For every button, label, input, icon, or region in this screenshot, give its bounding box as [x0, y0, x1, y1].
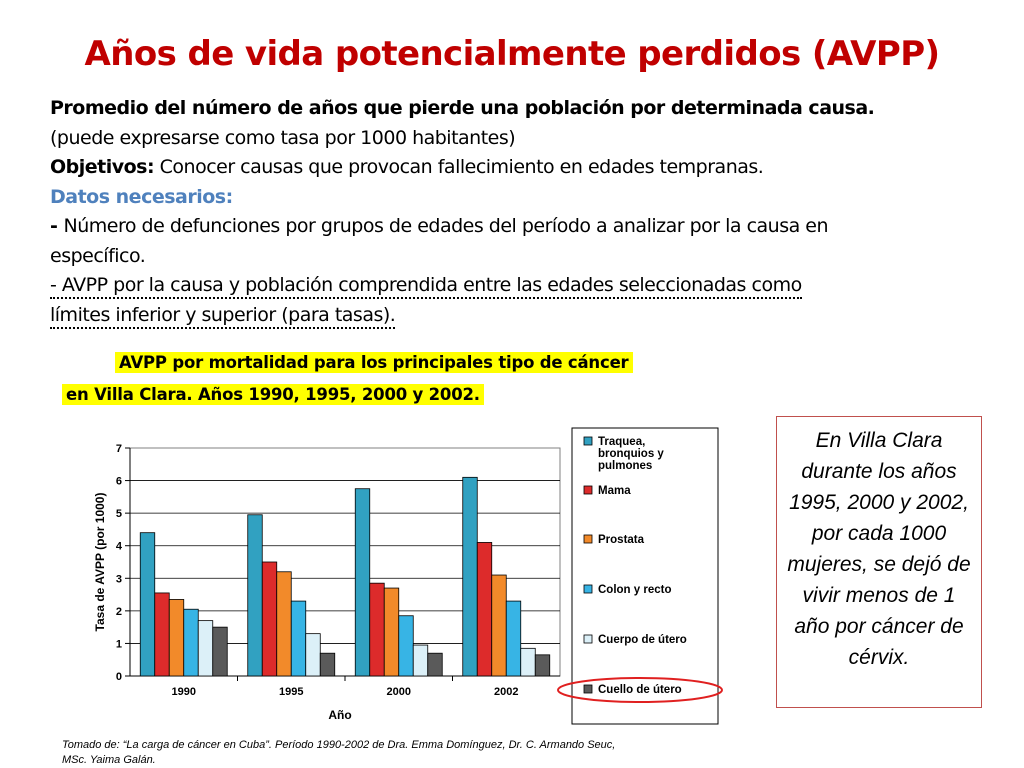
legend-label: pulmones [598, 460, 652, 472]
rate-note-text: (puede expresarse como tasa por 1000 hab… [50, 126, 516, 149]
y-tick-label: 3 [116, 573, 122, 585]
y-axis-title: Tasa de AVPP (por 1000) [93, 493, 107, 632]
source-line2: MSc. Yaima Galán. [62, 754, 156, 766]
y-tick-label: 4 [116, 541, 123, 553]
y-tick-label: 1 [116, 638, 122, 650]
bar [183, 608, 199, 677]
bar [276, 571, 292, 677]
x-tick-label: 1990 [172, 686, 196, 698]
item1-line2: específico. [50, 244, 146, 267]
bar [462, 476, 478, 677]
bar [369, 582, 385, 677]
item1-line1: - Número de defunciones por grupos de ed… [50, 212, 980, 242]
item2-text-1: - AVPP por la causa y población comprend… [50, 274, 802, 299]
legend-swatch [583, 534, 593, 544]
legend-label: Mama [598, 485, 631, 497]
bar [154, 592, 170, 677]
data-needed-label: Datos necesarios: [50, 185, 233, 208]
legend-swatch [583, 584, 593, 594]
bar [197, 620, 214, 677]
y-tick-label: 5 [116, 508, 122, 520]
y-tick-label: 2 [116, 606, 122, 618]
bar [520, 647, 536, 677]
item2-line2: límites inferior y superior (para tasas)… [50, 301, 980, 331]
bar [261, 561, 278, 677]
legend-swatch [583, 485, 593, 495]
x-tick-label: 2002 [494, 686, 518, 698]
bar [491, 574, 507, 677]
objectives-text: Conocer causas que provocan fallecimient… [154, 156, 764, 178]
legend-swatch [583, 684, 593, 694]
item2-text-2: límites inferior y superior (para tasas)… [50, 303, 396, 329]
x-tick-label: 1995 [279, 686, 303, 698]
bar [412, 644, 429, 677]
bar [168, 599, 185, 677]
legend-label: Cuello de útero [598, 684, 682, 696]
bar [427, 652, 443, 677]
bar [354, 488, 371, 677]
cancer-avpp-chart: 0 1 2 3 4 5 6 7 1990 1995 2000 2002 Año Tasa de AVPP … [93, 427, 723, 725]
y-tick-label: 6 [116, 476, 122, 488]
legend-box [571, 427, 719, 725]
source-citation: Tomado de: “La carga de cáncer en Cuba”.… [62, 738, 722, 768]
legend-label: Colon y recto [598, 584, 671, 596]
legend-label: Traquea, [598, 436, 645, 448]
bar [476, 542, 493, 677]
x-axis-title: Año [328, 708, 351, 722]
bar [505, 600, 522, 677]
bar [305, 633, 321, 677]
y-tick-label: 0 [116, 671, 122, 683]
bar [247, 514, 263, 677]
legend-swatch [583, 436, 593, 446]
bar [290, 600, 307, 677]
slide-title: Años de vida potencialmente perdidos (AV… [84, 34, 941, 74]
legend-label: bronquios y [598, 448, 664, 460]
source-line1: Tomado de: “La carga de cáncer en Cuba”.… [62, 739, 616, 751]
y-tick-label: 7 [116, 443, 122, 455]
bar [398, 615, 414, 677]
legend-label: Cuerpo de útero [598, 634, 687, 646]
bar [212, 626, 228, 677]
legend-label: Prostata [598, 534, 645, 546]
highlight-circle [557, 677, 723, 703]
objectives-label: Objetivos: [50, 156, 155, 178]
body-text: Promedio del número de años que pierde u… [50, 94, 980, 330]
chart-heading-line2: en Villa Clara. Años 1990, 1995, 2000 y … [62, 384, 484, 405]
bar [319, 652, 336, 677]
definition-text: Promedio del número de años que pierde u… [50, 97, 875, 119]
chart-heading-line1: AVPP por mortalidad para los principales… [115, 352, 633, 373]
item1-text: Número de defunciones por grupos de edad… [63, 215, 829, 237]
item2-line1: - AVPP por la causa y población comprend… [50, 271, 980, 301]
bar [534, 654, 551, 677]
x-tick-label: 2000 [387, 686, 411, 698]
item1-bullet: - [50, 215, 64, 237]
bar [139, 532, 156, 677]
note-box: En Villa Clara durante los años 1995, 20… [776, 416, 982, 708]
legend-swatch [583, 634, 593, 644]
objectives-line: Objetivos: Conocer causas que provocan f… [50, 153, 980, 183]
bar [383, 587, 400, 677]
